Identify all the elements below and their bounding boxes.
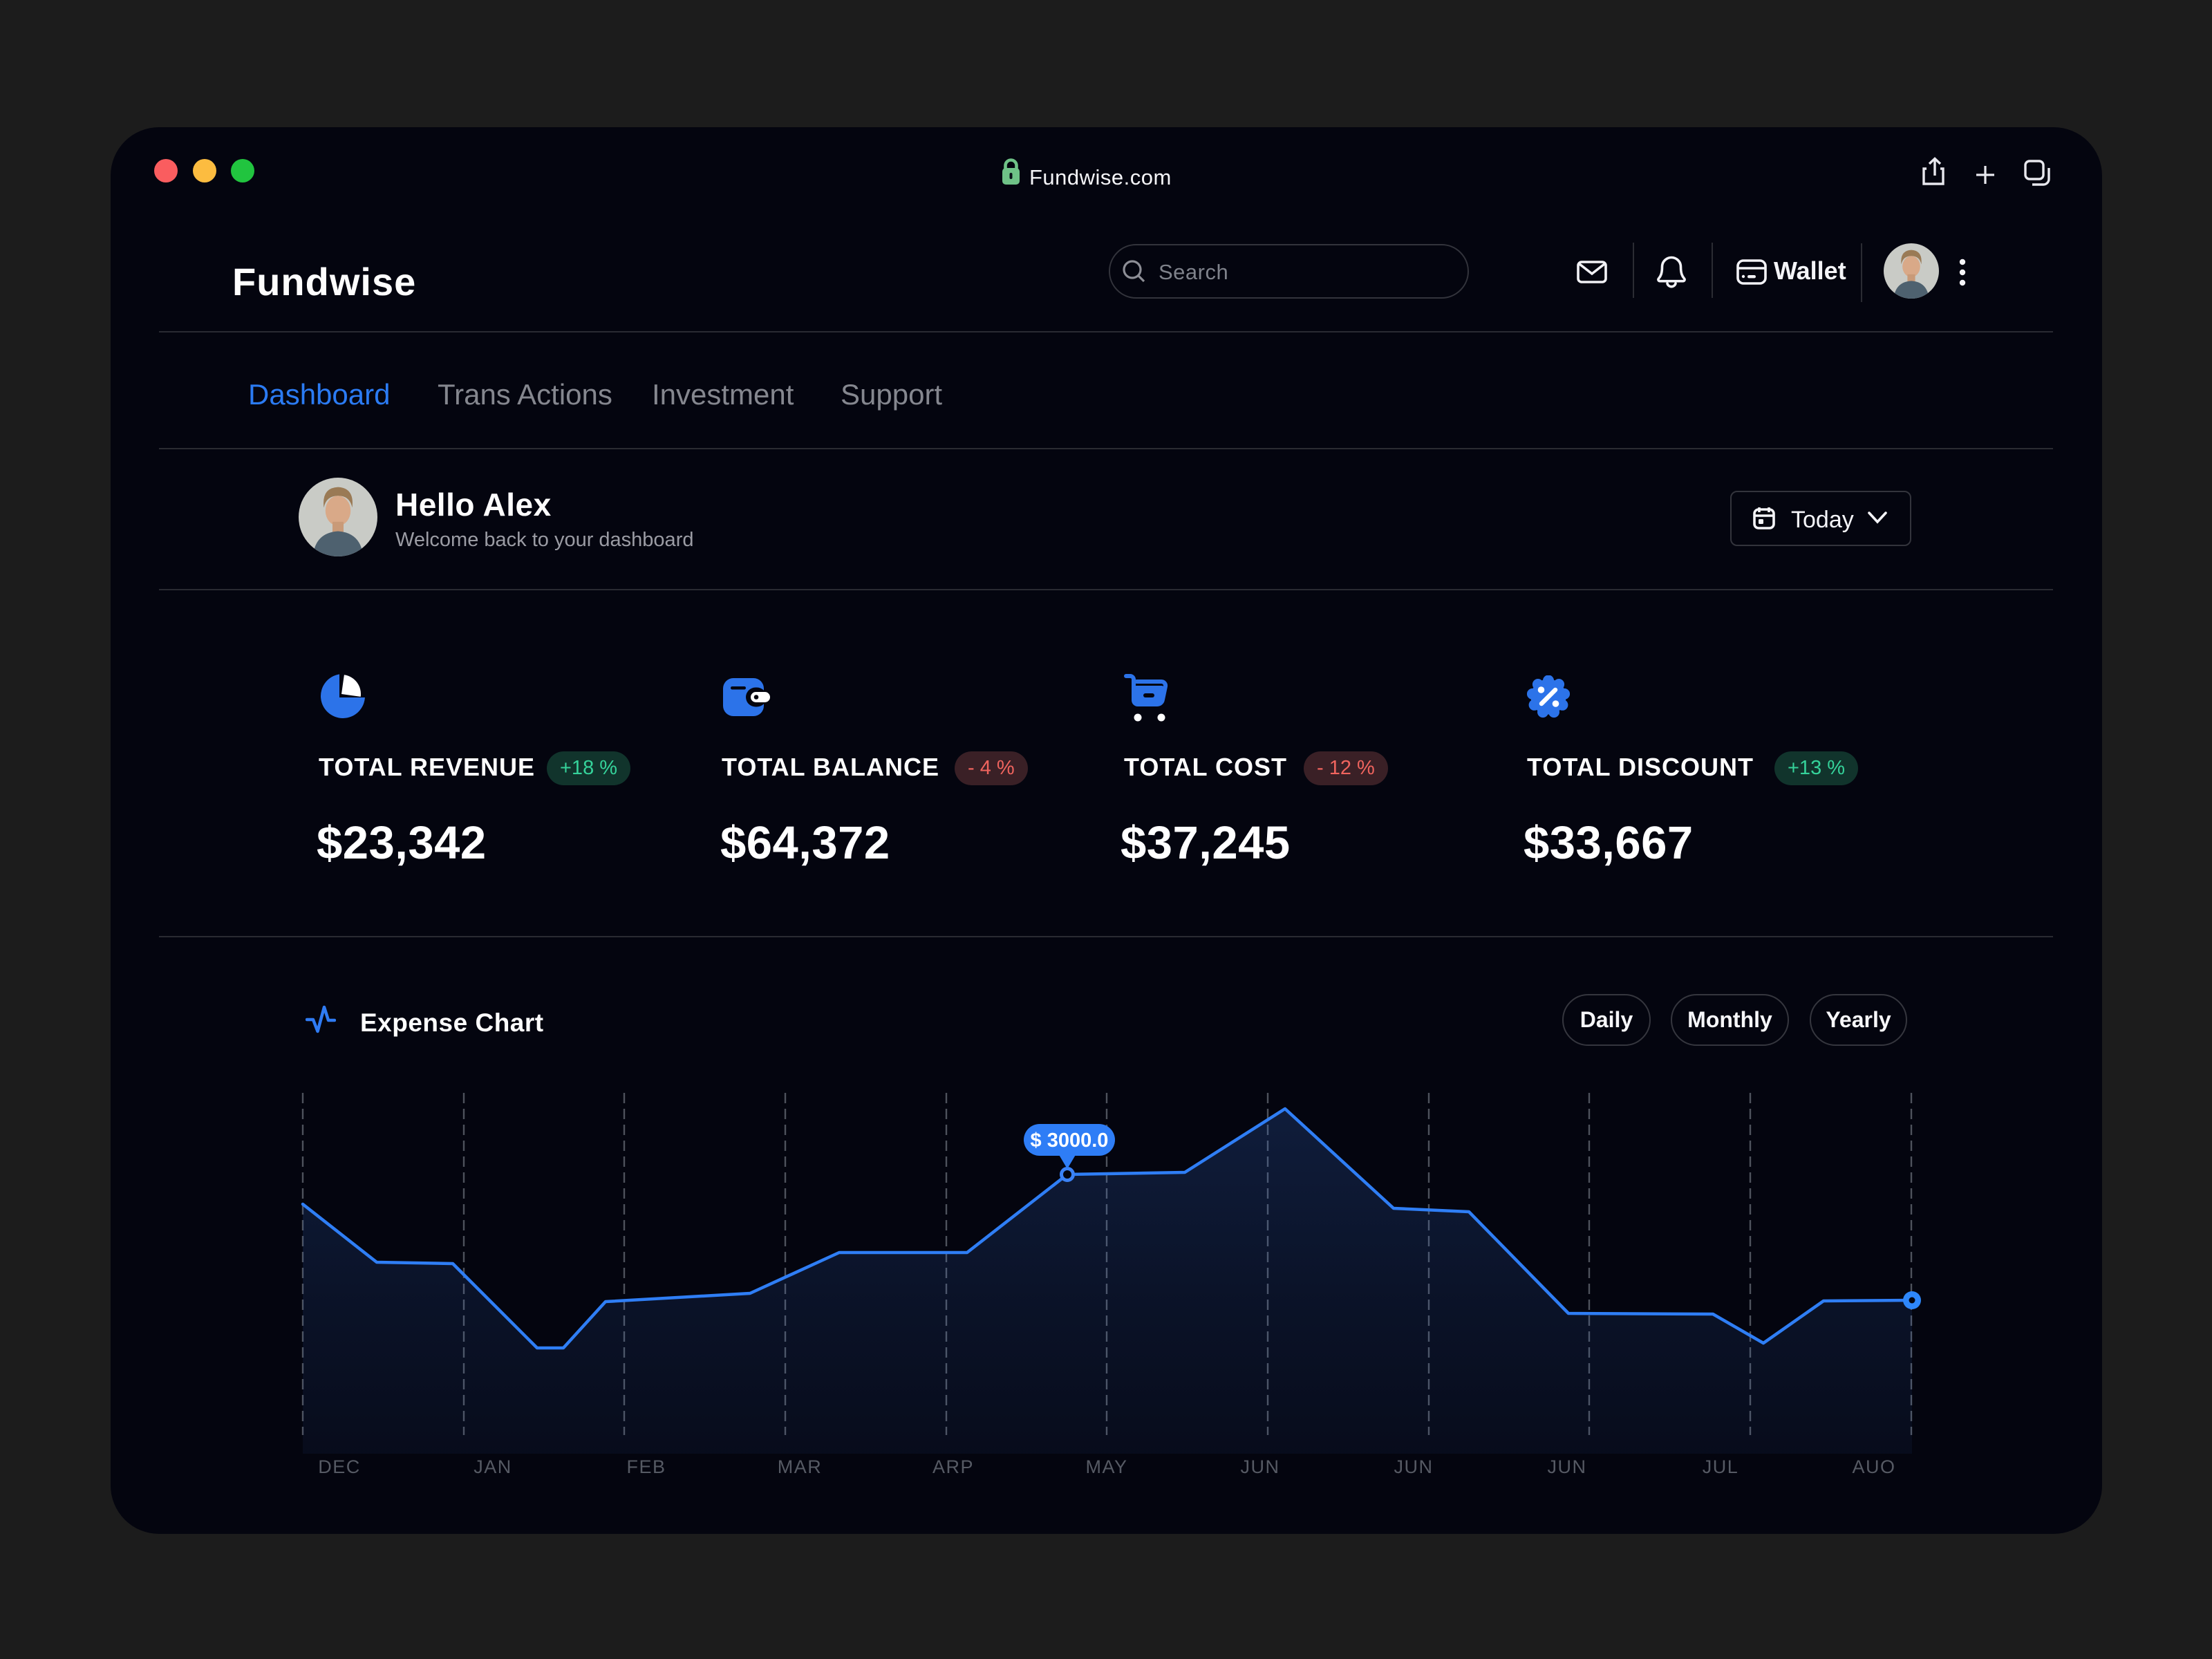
svg-text:$ 3000.0: $ 3000.0 [1031,1130,1109,1152]
